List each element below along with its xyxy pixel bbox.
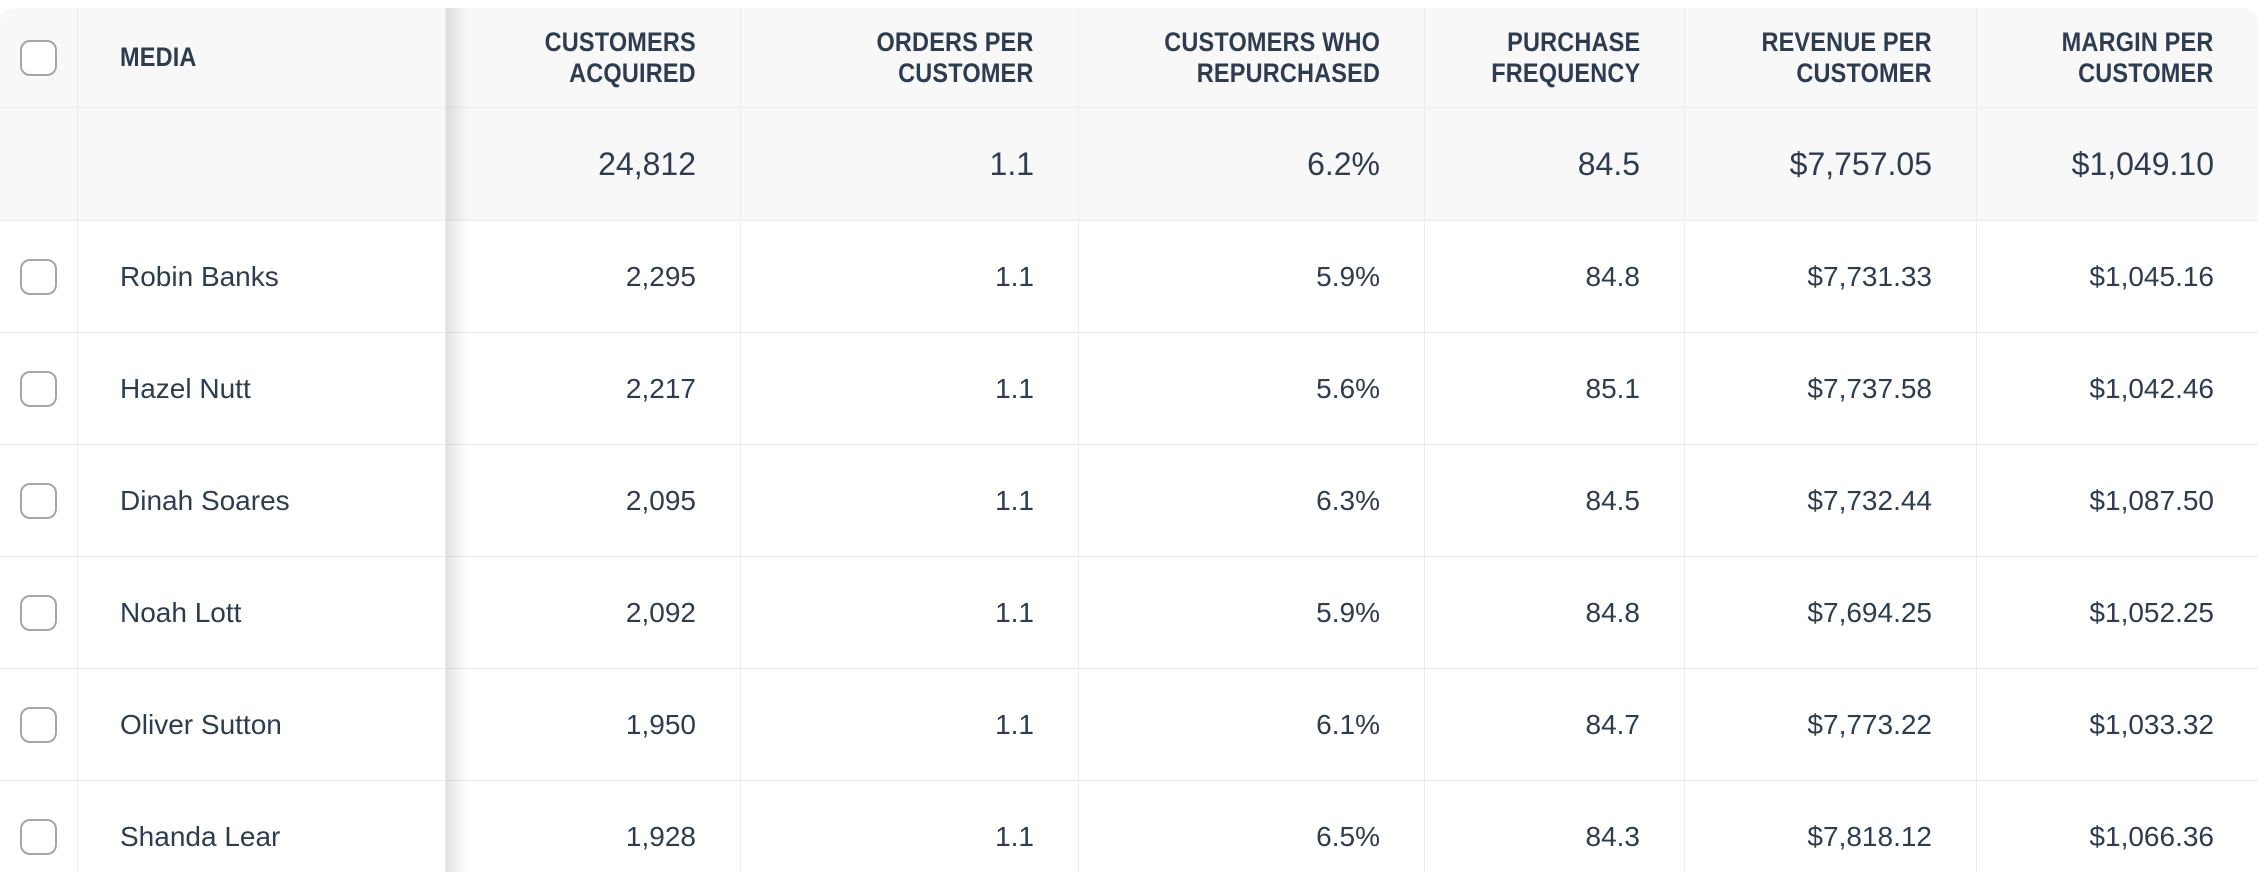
orders-per-customer-value: 1.1 bbox=[741, 669, 1079, 780]
margin-per-customer-value: $1,052.25 bbox=[2089, 596, 2214, 628]
row-select-cell bbox=[0, 669, 78, 780]
totals-revenue-per-customer: $7,757.05 bbox=[1685, 108, 1977, 220]
margin-per-customer-value: $1,087.50 bbox=[2089, 484, 2214, 516]
column-header-margin-per-customer[interactable]: MARGIN PER CUSTOMER bbox=[1977, 8, 2258, 107]
media-name: Hazel Nutt bbox=[78, 333, 446, 444]
totals-margin-per-customer: $1,049.10 bbox=[2071, 145, 2214, 182]
row-select-cell bbox=[0, 557, 78, 668]
row-checkbox[interactable] bbox=[20, 594, 57, 631]
row-checkbox[interactable] bbox=[20, 818, 57, 855]
column-header-label: MEDIA bbox=[120, 42, 197, 72]
column-header-customers-acquired[interactable]: CUSTOMERS ACQUIRED bbox=[446, 8, 741, 107]
table-header-row: MEDIA CUSTOMERS ACQUIRED ORDERS PER CUST… bbox=[0, 8, 2258, 108]
select-all-cell bbox=[0, 8, 78, 107]
orders-per-customer-value: 1.1 bbox=[741, 557, 1079, 668]
purchase-frequency-value: 84.8 bbox=[1425, 221, 1685, 332]
orders-per-customer-value: 1.1 bbox=[741, 333, 1079, 444]
customers-who-repurchased-value: 6.5% bbox=[1079, 781, 1425, 872]
column-header-revenue-per-customer[interactable]: REVENUE PER CUSTOMER bbox=[1685, 8, 1977, 107]
row-checkbox[interactable] bbox=[20, 482, 57, 519]
totals-select-spacer bbox=[0, 108, 78, 220]
table-row: Dinah Soares 2,095 1.1 6.3% 84.5 $7,732.… bbox=[0, 445, 2258, 557]
table-row: Shanda Lear 1,928 1.1 6.5% 84.3 $7,818.1… bbox=[0, 781, 2258, 872]
purchase-frequency-value: 85.1 bbox=[1425, 333, 1685, 444]
table-row: Robin Banks 2,295 1.1 5.9% 84.8 $7,731.3… bbox=[0, 221, 2258, 333]
customers-who-repurchased-value: 5.6% bbox=[1079, 333, 1425, 444]
totals-purchase-frequency: 84.5 bbox=[1425, 108, 1685, 220]
margin-per-customer-value: $1,045.16 bbox=[2089, 260, 2214, 292]
totals-customers-who-repurchased: 6.2% bbox=[1079, 108, 1425, 220]
column-header-label: PURCHASE FREQUENCY bbox=[1490, 26, 1640, 88]
revenue-per-customer-value: $7,731.33 bbox=[1685, 221, 1977, 332]
orders-per-customer-value: 1.1 bbox=[741, 445, 1079, 556]
column-header-label: REVENUE PER CUSTOMER bbox=[1761, 26, 1932, 88]
row-select-cell bbox=[0, 333, 78, 444]
media-name: Dinah Soares bbox=[78, 445, 446, 556]
totals-media-spacer bbox=[78, 108, 446, 220]
media-performance-table: MEDIA CUSTOMERS ACQUIRED ORDERS PER CUST… bbox=[0, 8, 2258, 872]
customers-acquired-value: 2,095 bbox=[446, 445, 741, 556]
row-checkbox[interactable] bbox=[20, 706, 57, 743]
media-name: Robin Banks bbox=[78, 221, 446, 332]
column-header-label: ORDERS PER CUSTOMER bbox=[876, 26, 1034, 88]
totals-orders-per-customer: 1.1 bbox=[741, 108, 1079, 220]
customers-who-repurchased-value: 5.9% bbox=[1079, 557, 1425, 668]
orders-per-customer-value: 1.1 bbox=[741, 781, 1079, 872]
column-header-orders-per-customer[interactable]: ORDERS PER CUSTOMER bbox=[741, 8, 1079, 107]
revenue-per-customer-value: $7,818.12 bbox=[1685, 781, 1977, 872]
customers-who-repurchased-value: 6.3% bbox=[1079, 445, 1425, 556]
revenue-per-customer-value: $7,694.25 bbox=[1685, 557, 1977, 668]
row-checkbox[interactable] bbox=[20, 370, 57, 407]
column-header-label: CUSTOMERS ACQUIRED bbox=[544, 26, 696, 88]
revenue-per-customer-value: $7,773.22 bbox=[1685, 669, 1977, 780]
purchase-frequency-value: 84.8 bbox=[1425, 557, 1685, 668]
revenue-per-customer-value: $7,732.44 bbox=[1685, 445, 1977, 556]
media-name: Noah Lott bbox=[78, 557, 446, 668]
totals-customers-acquired: 24,812 bbox=[446, 108, 741, 220]
customers-acquired-value: 1,928 bbox=[446, 781, 741, 872]
column-header-label: MARGIN PER CUSTOMER bbox=[2062, 26, 2214, 88]
select-all-checkbox[interactable] bbox=[20, 39, 57, 76]
customers-acquired-value: 2,092 bbox=[446, 557, 741, 668]
row-select-cell bbox=[0, 445, 78, 556]
customers-who-repurchased-value: 6.1% bbox=[1079, 669, 1425, 780]
purchase-frequency-value: 84.5 bbox=[1425, 445, 1685, 556]
table-row: Noah Lott 2,092 1.1 5.9% 84.8 $7,694.25 … bbox=[0, 557, 2258, 669]
margin-per-customer-value: $1,042.46 bbox=[2089, 372, 2214, 404]
purchase-frequency-value: 84.3 bbox=[1425, 781, 1685, 872]
row-checkbox[interactable] bbox=[20, 258, 57, 295]
purchase-frequency-value: 84.7 bbox=[1425, 669, 1685, 780]
table-body: Robin Banks 2,295 1.1 5.9% 84.8 $7,731.3… bbox=[0, 221, 2258, 872]
customers-acquired-value: 2,295 bbox=[446, 221, 741, 332]
media-name: Oliver Sutton bbox=[78, 669, 446, 780]
column-header-purchase-frequency[interactable]: PURCHASE FREQUENCY bbox=[1425, 8, 1685, 107]
customers-acquired-value: 2,217 bbox=[446, 333, 741, 444]
table-row: Oliver Sutton 1,950 1.1 6.1% 84.7 $7,773… bbox=[0, 669, 2258, 781]
revenue-per-customer-value: $7,737.58 bbox=[1685, 333, 1977, 444]
table-row: Hazel Nutt 2,217 1.1 5.6% 85.1 $7,737.58… bbox=[0, 333, 2258, 445]
totals-row: 24,812 1.1 6.2% 84.5 $7,757.05 $1,049.10 bbox=[0, 108, 2258, 221]
margin-per-customer-value: $1,033.32 bbox=[2089, 708, 2214, 740]
margin-per-customer-value: $1,066.36 bbox=[2089, 820, 2214, 852]
column-header-media[interactable]: MEDIA bbox=[78, 8, 446, 107]
row-select-cell bbox=[0, 781, 78, 872]
orders-per-customer-value: 1.1 bbox=[741, 221, 1079, 332]
customers-acquired-value: 1,950 bbox=[446, 669, 741, 780]
column-header-customers-who-repurchased[interactable]: CUSTOMERS WHO REPURCHASED bbox=[1079, 8, 1425, 107]
media-name: Shanda Lear bbox=[78, 781, 446, 872]
row-select-cell bbox=[0, 221, 78, 332]
column-header-label: CUSTOMERS WHO REPURCHASED bbox=[1164, 26, 1380, 88]
customers-who-repurchased-value: 5.9% bbox=[1079, 221, 1425, 332]
